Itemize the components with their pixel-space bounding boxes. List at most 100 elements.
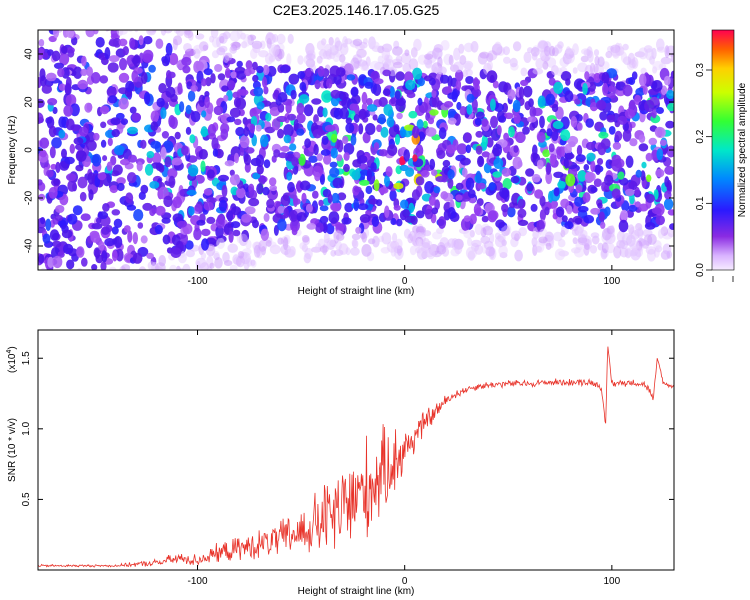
spectrogram-cell [407, 233, 414, 244]
spectrogram-cell [249, 123, 255, 134]
spectrogram-cell [440, 191, 449, 200]
spectrogram-cell [598, 211, 605, 223]
spectrogram-cell [290, 218, 300, 232]
spectrogram-cell [256, 183, 264, 195]
spectrogram-cell [402, 63, 412, 73]
spectrogram-cell [326, 78, 333, 89]
spectrogram-cell [134, 30, 139, 33]
spectrogram-cell [545, 93, 556, 106]
spectrogram-cell [229, 169, 235, 176]
spectrogram-cell [656, 148, 664, 161]
spectrogram-cell [396, 218, 403, 227]
spectrogram-cell [403, 149, 411, 162]
spectrogram-cell [154, 224, 163, 235]
spectrogram-cell [65, 76, 72, 89]
spectrogram-cell [589, 245, 598, 254]
chart-title: C2E3.2025.146.17.05.G25 [273, 2, 440, 18]
spectrogram-cell [508, 126, 515, 138]
spectrogram-cell [266, 31, 274, 42]
spectrogram-cell [256, 101, 265, 110]
spectrogram-cell [61, 273, 70, 283]
spectrogram-cell [386, 241, 398, 253]
spectrogram-cell [107, 95, 118, 104]
spectrogram-cell [597, 56, 605, 67]
spectrogram-cell [641, 161, 647, 169]
spectrogram-cell [393, 182, 404, 190]
snr-panel: -100 0 100 0.5 1.0 1.5 Height of straight lin… [6, 329, 675, 597]
spectrogram-cell [638, 73, 647, 87]
spectrogram-cell [75, 6, 86, 13]
spectrogram-cell [138, 35, 144, 46]
spectrogram-cell [311, 98, 322, 105]
spectrogram-cell [105, 30, 111, 31]
spectrogram-cell [523, 51, 532, 64]
spectrogram-cell [141, 71, 148, 84]
spectrogram-cell [624, 247, 632, 258]
spectrogram-cell [565, 173, 576, 187]
colorbar-tick-label: 0.1 [695, 196, 706, 210]
spectrogram-cell [248, 198, 260, 207]
spectrogram-cell [68, 1, 77, 14]
spectrogram-cell [299, 180, 311, 191]
spectrogram-cell [539, 115, 545, 129]
spectrogram-cell [165, 86, 176, 98]
spectrogram-cell [47, 256, 54, 268]
spectrogram-cell [366, 98, 373, 106]
spectrogram-cell [466, 93, 475, 103]
spectrogram-cell [330, 89, 341, 99]
spectrogram-cell [117, 270, 127, 278]
spectrogram-cell [52, 30, 60, 39]
spectrogram-cell [353, 198, 360, 212]
spectrogram-cell [620, 209, 629, 221]
spectrogram-cell [631, 57, 639, 69]
spectrogram-cell [296, 113, 306, 124]
spectrogram-cell [120, 158, 130, 166]
spectrogram-cell [90, 279, 100, 291]
spectrogram-cell [187, 164, 199, 177]
spectrogram-cell [62, 243, 74, 255]
snr-y-tick-label: 0.5 [21, 492, 32, 506]
spectrogram-cell [533, 240, 545, 253]
spectrogram-cell [71, 279, 78, 291]
spectrogram-cell [246, 257, 253, 267]
spectrogram-cell [69, 143, 76, 154]
snr-scale-base: (x10 [7, 353, 18, 373]
spectrogram-cell [47, 293, 56, 303]
spectrogram-cell [252, 219, 259, 229]
spectrogram-cell [375, 199, 383, 207]
spectrogram-cell [82, 291, 91, 303]
spectrogram-cell [235, 126, 245, 137]
spectrogram-cell [444, 242, 452, 249]
spectrogram-cell [342, 135, 349, 145]
spectrogram-cell [80, 213, 91, 221]
spectrogram-cell [331, 133, 338, 143]
spectrogram-cell [179, 189, 185, 197]
spectrogram-cell [453, 61, 464, 73]
spectrogram-cell [544, 206, 550, 216]
spectrogram-cell [100, 139, 107, 148]
spectrogram-cell [277, 205, 286, 214]
spectrogram-cell [134, 288, 141, 296]
spectrogram-cell [436, 65, 443, 75]
spectrogram-cell [651, 207, 662, 215]
spectrogram-cell [103, 290, 110, 303]
spectrogram-cell [65, 94, 77, 107]
spectrogram-cell [496, 125, 502, 136]
spectrogram-cell [611, 159, 622, 172]
spectrogram-cell [456, 143, 468, 155]
spectrogram-cell [67, 49, 75, 58]
spectrogram-cell [549, 153, 556, 166]
spectrogram-cell [228, 231, 234, 243]
snr-y-axis-label: SNR (10 * v/v) [7, 418, 18, 482]
spectrogram-cell [539, 195, 546, 207]
spectrogram-cell [490, 98, 496, 111]
spectrogram-cell [194, 203, 202, 212]
spectrogram-cell [113, 236, 123, 248]
spectrogram-cell [44, 287, 53, 299]
spectrogram-cell [179, 101, 185, 113]
spectrogram-cell [97, 172, 107, 181]
spectrogram-cell [91, 223, 103, 230]
spectrogram-cell [121, 264, 131, 270]
spectrogram-cell [71, 1, 78, 8]
spectrogram-cell [446, 144, 456, 154]
